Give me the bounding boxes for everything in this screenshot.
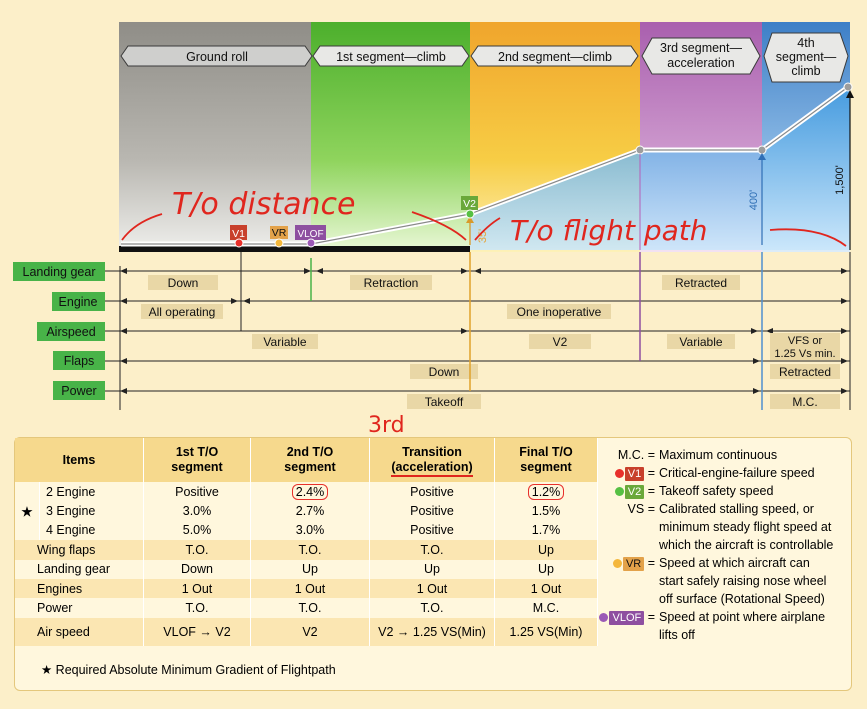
header-final-segment: Final T/O segment bbox=[494, 438, 598, 482]
sky-area bbox=[470, 85, 850, 250]
vlof-dot-icon bbox=[599, 613, 609, 623]
table-row: 4 Engine 5.0% 3.0% Positive 1.7% bbox=[15, 520, 598, 541]
landing-gear-retracted: Retracted bbox=[675, 276, 727, 290]
config-row-landing-gear: Landing gear Down Retraction Retracted bbox=[13, 262, 850, 410]
config-row-airspeed: Airspeed Variable V2 Variable VFS or 1.2… bbox=[37, 322, 850, 360]
config-label-power: Power bbox=[61, 384, 96, 398]
config-row-flaps: Flaps Down Retracted bbox=[53, 351, 850, 379]
segment-header-fourth: 4th segment— climb bbox=[763, 32, 849, 83]
segment-header-third: 3rd segment— acceleration bbox=[641, 37, 761, 75]
legend: M.C. = Maximum continuous V1 = Critical-… bbox=[585, 446, 847, 644]
height-35-label: 35' bbox=[477, 229, 489, 243]
airspeed-vs-min: 1.25 Vs min. bbox=[774, 348, 835, 360]
v1-badge: V1 bbox=[624, 467, 645, 481]
height-400-label: 400' bbox=[748, 190, 760, 210]
airspeed-vfs: VFS or bbox=[788, 335, 823, 347]
flight-path-point bbox=[843, 82, 853, 92]
header-second-segment: 2nd T/O segment bbox=[250, 438, 370, 482]
airspeed-v2: V2 bbox=[553, 335, 568, 349]
table-row: Air speed VLOF → V2 V2 V2 → 1.25 VS(Min)… bbox=[15, 617, 598, 646]
circled-value: 1.2% bbox=[527, 483, 565, 500]
segment-label-fourth-line3: climb bbox=[791, 64, 820, 78]
height-35-indicator: 35' bbox=[466, 216, 489, 245]
v1-dot-icon bbox=[614, 469, 624, 479]
segment-header-first: 1st segment—climb bbox=[312, 45, 470, 67]
legend-item-vlof: VLOF = Speed at point where airplane lift… bbox=[585, 608, 847, 644]
landing-gear-retraction: Retraction bbox=[364, 276, 419, 290]
annotation-to-flight-path: T/o flight path bbox=[510, 214, 708, 247]
legend-item-vr: VR = Speed at which aircraft can start sa… bbox=[585, 554, 847, 608]
legend-key-mc: M.C. = bbox=[617, 448, 655, 462]
engine-all-operating: All operating bbox=[149, 305, 216, 319]
airspeed-variable-2: Variable bbox=[679, 335, 722, 349]
takeoff-segments-diagram: Ground roll 1st segment—climb 2nd segmen… bbox=[13, 22, 854, 410]
table-row: Wing flaps T.O. T.O. T.O. Up bbox=[15, 540, 598, 560]
power-takeoff: Takeoff bbox=[425, 395, 464, 409]
config-label-landing-gear: Landing gear bbox=[23, 265, 96, 279]
v2-badge: V2 bbox=[624, 485, 645, 499]
v2-dot-icon bbox=[614, 487, 624, 497]
vlof-badge: VLOF bbox=[609, 611, 645, 625]
header-first-segment: 1st T/O segment bbox=[143, 438, 251, 482]
height-1500-label: 1,500' bbox=[834, 165, 846, 195]
footnote: ★ Required Absolute Minimum Gradient of … bbox=[41, 663, 336, 677]
annotation-third: 3rd bbox=[368, 413, 405, 438]
circled-value: 2.4% bbox=[291, 483, 329, 500]
segment-requirements-table: Items 1st T/O segment 2nd T/O segment Tran… bbox=[15, 438, 598, 646]
segment-header-second: 2nd segment—climb bbox=[470, 45, 639, 67]
segment-label-third-line1: 3rd segment— bbox=[660, 41, 742, 55]
flight-path-point bbox=[757, 145, 767, 155]
vlof-marker: VLOF bbox=[295, 225, 326, 248]
config-label-airspeed: Airspeed bbox=[46, 325, 95, 339]
config-row-engine: Engine All operating One inoperative bbox=[52, 292, 850, 319]
config-row-power: Power Takeoff M.C. bbox=[53, 381, 850, 409]
legend-item-mc: M.C. = Maximum continuous bbox=[585, 446, 847, 464]
landing-gear-down: Down bbox=[168, 276, 199, 290]
segment-label-ground-roll: Ground roll bbox=[186, 50, 248, 64]
segment-requirements-panel: Items 1st T/O segment 2nd T/O segment Tran… bbox=[14, 437, 852, 691]
vr-badge: VR bbox=[622, 557, 645, 571]
flight-path-point bbox=[635, 145, 645, 155]
segment-label-fourth-line1: 4th bbox=[797, 36, 814, 50]
table-row: ★ 3 Engine 3.0% 2.7% Positive 1.5% bbox=[15, 501, 598, 521]
v1-marker: V1 bbox=[230, 225, 247, 248]
table-header-row: Items 1st T/O segment 2nd T/O segment Tran… bbox=[15, 438, 598, 482]
header-transition: Transition (acceleration) bbox=[369, 438, 495, 482]
v2-marker: V2 bbox=[461, 196, 478, 219]
segment-label-third-line2: acceleration bbox=[667, 56, 734, 70]
legend-item-v1: V1 = Critical-engine-failure speed bbox=[585, 464, 847, 482]
segment-header-ground-roll: Ground roll bbox=[120, 45, 313, 67]
vlof-label: VLOF bbox=[297, 229, 323, 240]
legend-item-vs: VS = Calibrated stalling speed, or minimu… bbox=[627, 502, 834, 552]
segment-label-second: 2nd segment—climb bbox=[498, 50, 612, 64]
table-row: 2 Engine Positive 2.4% Positive 1.2% bbox=[15, 482, 598, 502]
v1-label: V1 bbox=[232, 228, 245, 240]
height-1500-indicator: 1,500' bbox=[834, 90, 854, 250]
table-row: Power T.O. T.O. T.O. M.C. bbox=[15, 598, 598, 618]
table-row: Landing gear Down Up Up Up bbox=[15, 559, 598, 579]
height-400-indicator: 400' bbox=[748, 153, 766, 245]
runway bbox=[119, 246, 470, 252]
legend-item-v2: V2 = Takeoff safety speed bbox=[585, 482, 847, 500]
vr-label: VR bbox=[272, 227, 287, 239]
flaps-down: Down bbox=[429, 365, 460, 379]
engine-one-inoperative: One inoperative bbox=[517, 305, 602, 319]
config-label-flaps: Flaps bbox=[64, 354, 95, 368]
flaps-retracted: Retracted bbox=[779, 365, 831, 379]
airspeed-variable-1: Variable bbox=[263, 335, 306, 349]
table-row: Engines 1 Out 1 Out 1 Out 1 Out bbox=[15, 578, 598, 599]
segment-label-first: 1st segment—climb bbox=[336, 50, 446, 64]
power-mc: M.C. bbox=[792, 395, 817, 409]
config-label-engine: Engine bbox=[59, 295, 98, 309]
annotation-to-distance: T/o distance bbox=[172, 187, 355, 222]
vr-dot-icon bbox=[612, 559, 622, 569]
handwritten-annotations: T/o distance T/o flight path bbox=[121, 187, 847, 247]
segment-label-fourth-line2: segment— bbox=[776, 50, 837, 64]
vr-marker: VR bbox=[270, 226, 288, 248]
v2-label: V2 bbox=[463, 198, 476, 210]
header-items: Items bbox=[15, 438, 144, 482]
